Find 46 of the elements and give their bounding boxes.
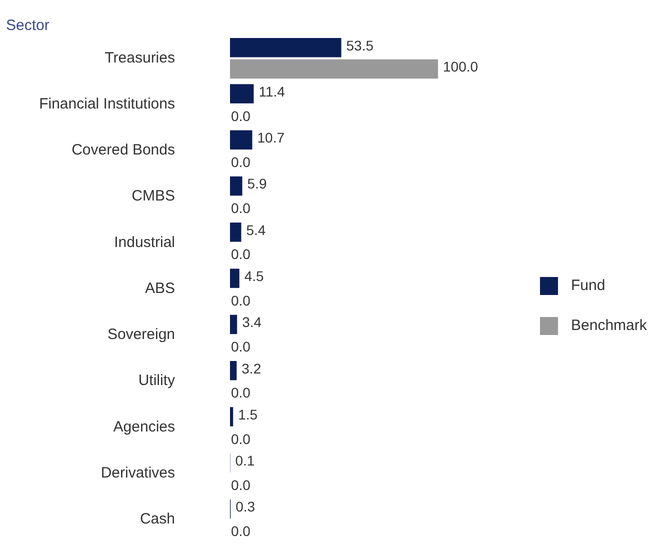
bar [230,130,252,150]
y-tick-label: Utility [138,372,176,390]
data-label: 3.4 [242,314,262,330]
data-label: 4.5 [244,268,264,284]
y-tick-label: Covered Bonds [72,142,175,159]
bar [230,314,238,334]
bar [230,407,234,426]
data-label: 100.0 [443,58,478,75]
y-tick-label: ABS [144,280,175,297]
bar [230,38,342,58]
data-label: 0.0 [231,338,251,355]
data-label: 0.0 [231,523,251,540]
y-tick-label: Agencies [113,418,175,436]
y-tick-label: CMBS [132,188,175,205]
data-label: 0.0 [231,108,251,124]
y-tick-label: Derivatives [100,464,175,482]
bar [230,360,237,380]
data-label: 3.2 [242,360,262,376]
legend-label: Fund [571,276,606,294]
data-label: 0.3 [236,498,256,515]
data-label: 0.0 [231,430,251,447]
y-tick-label: Financial Institutions [39,95,175,112]
data-label: 0.0 [231,154,251,170]
text: Sector [6,17,50,34]
data-label: 1.5 [238,406,258,422]
data-label: 0.0 [231,246,251,262]
bar [230,84,254,104]
data-label: 0.0 [231,476,251,493]
y-tick-label: Sovereign [107,326,175,344]
data-label: 0.1 [235,452,255,469]
bar [230,268,240,288]
data-label: 0.0 [231,384,251,401]
bar [230,59,438,79]
data-label: 0.0 [231,292,251,308]
y-tick-label: Industrial [114,234,175,251]
y-tick-label: Cash [140,510,175,528]
data-label: 53.5 [346,37,374,54]
data-label: 0.0 [231,200,251,216]
data-label: 11.4 [258,83,286,100]
legend-label: Benchmark [571,316,648,334]
y-tick-label: Treasuries [104,49,175,66]
bar [230,222,242,242]
data-label: 10.7 [257,130,285,146]
data-label: 5.4 [246,222,266,238]
bar [230,176,242,196]
data-label: 5.9 [247,176,267,192]
